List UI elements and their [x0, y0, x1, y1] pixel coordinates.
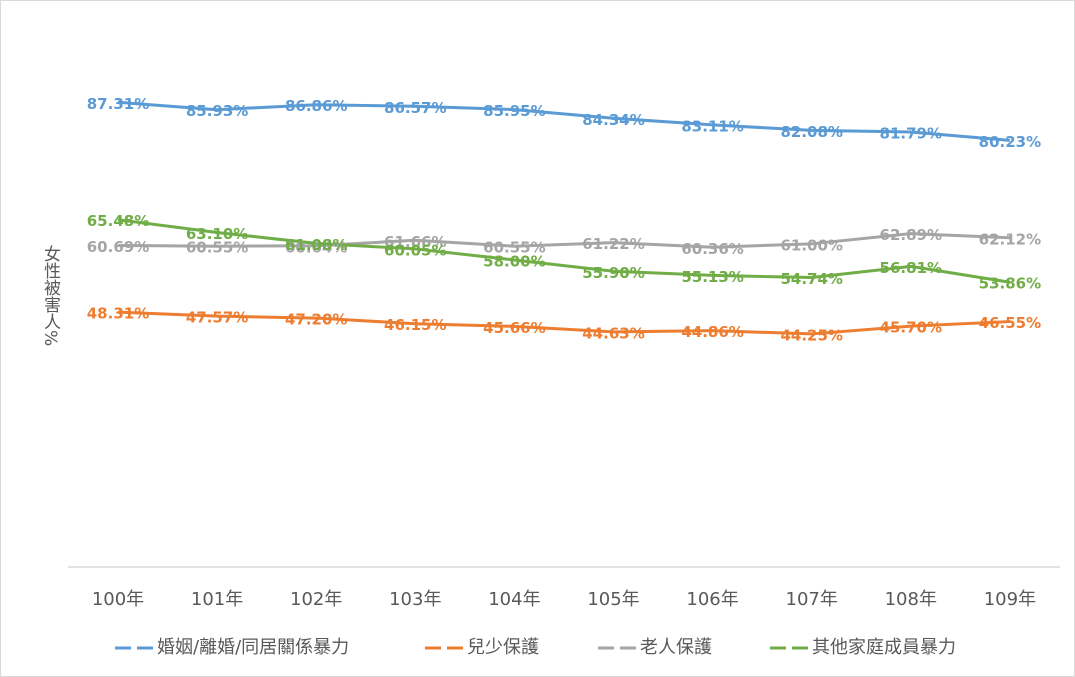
data-label: 85.93% — [186, 102, 248, 120]
data-label: 65.48% — [87, 212, 149, 230]
data-label: 60.69% — [87, 238, 149, 256]
data-label: 61.66% — [384, 233, 446, 251]
data-label: 46.55% — [979, 314, 1041, 332]
data-label: 60.36% — [681, 240, 743, 258]
data-label: 61.22% — [582, 235, 644, 253]
y-axis-label: 女性被害人% — [40, 245, 61, 346]
data-label: 87.31% — [87, 95, 149, 113]
data-label: 54.74% — [780, 270, 842, 288]
data-label: 56.81% — [880, 259, 942, 277]
data-label: 45.66% — [483, 319, 545, 337]
series-line — [117, 310, 1010, 336]
legend-label: 婚姻/離婚/同居關係暴力 — [157, 637, 349, 658]
data-label: 60.55% — [483, 239, 545, 257]
series-line — [117, 100, 1011, 142]
series-line — [117, 232, 1010, 249]
data-label: 61.08% — [285, 236, 347, 254]
data-label: 60.55% — [186, 239, 248, 257]
data-label: 62.89% — [880, 226, 942, 244]
x-tick-label: 102年 — [290, 589, 342, 610]
data-label: 45.70% — [880, 319, 942, 337]
data-label: 58.00% — [483, 252, 545, 270]
data-label: 83.11% — [681, 117, 743, 135]
data-label: 44.25% — [780, 326, 842, 344]
data-label: 82.08% — [780, 123, 842, 141]
x-tick-label: 108年 — [885, 589, 937, 610]
data-label: 47.20% — [285, 311, 347, 329]
data-label: 63.10% — [186, 225, 248, 243]
data-label: 46.15% — [384, 316, 446, 334]
data-label: 85.95% — [483, 102, 545, 120]
data-label: 53.86% — [979, 275, 1041, 293]
x-tick-label: 109年 — [984, 589, 1036, 610]
x-tick-label: 105年 — [587, 589, 639, 610]
data-label: 86.86% — [285, 97, 347, 115]
x-tick-label: 100年 — [92, 589, 144, 610]
x-tick-label: 107年 — [786, 589, 838, 610]
data-label: 60.64% — [285, 238, 347, 256]
data-label: 55.90% — [582, 264, 644, 282]
data-label: 55.13% — [681, 268, 743, 286]
data-label: 61.00% — [780, 236, 842, 254]
data-label: 60.05% — [384, 241, 446, 259]
data-label: 48.31% — [87, 305, 149, 323]
legend-label: 兒少保護 — [467, 637, 539, 658]
data-label: 84.34% — [582, 111, 644, 129]
x-tick-label: 106年 — [686, 589, 738, 610]
data-label: 62.12% — [979, 230, 1041, 248]
legend-label: 其他家庭成員暴力 — [812, 637, 956, 658]
data-label: 80.23% — [979, 133, 1041, 151]
x-tick-label: 104年 — [488, 589, 540, 610]
x-tick-label: 101年 — [191, 589, 243, 610]
data-label: 81.79% — [880, 124, 942, 142]
legend-label: 老人保護 — [640, 637, 712, 658]
data-label: 44.86% — [681, 323, 743, 341]
x-tick-label: 103年 — [389, 589, 441, 610]
data-label: 44.63% — [582, 324, 644, 342]
data-label: 47.57% — [186, 309, 248, 327]
data-label: 86.57% — [384, 99, 446, 117]
series-line — [117, 218, 1011, 284]
